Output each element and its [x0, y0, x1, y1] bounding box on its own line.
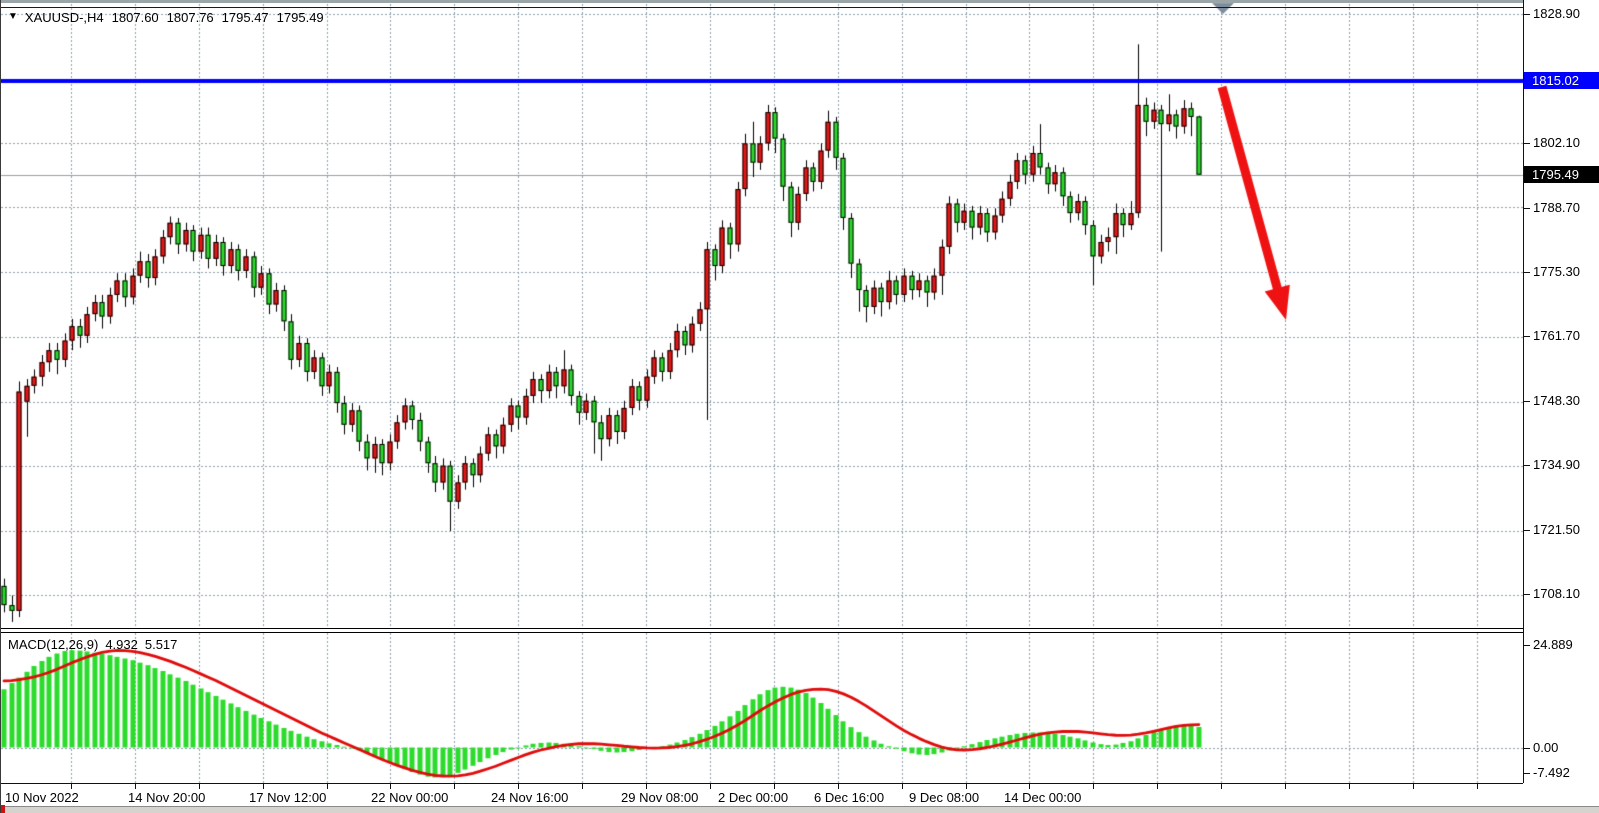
time-axis-tick: [646, 784, 647, 789]
symbol-period-label: XAUUSD-,H4: [24, 9, 104, 25]
price-axis-tick: [1524, 645, 1530, 646]
price-axis-label: 0.00: [1533, 740, 1559, 755]
price-axis-tick: [1524, 594, 1530, 595]
macd-main-value: 4.932: [105, 637, 138, 652]
price-axis-tick: [1524, 465, 1530, 466]
time-axis-tick: [774, 784, 775, 789]
time-axis[interactable]: 10 Nov 2022 14 Nov 20:00 17 Nov 12:00 22 No…: [1, 783, 1523, 806]
resistance-price-label: 1815.02: [1524, 72, 1599, 89]
price-axis-label: 24.889: [1533, 637, 1573, 652]
time-axis-tick: [1029, 784, 1030, 789]
bottom-left-marker: [1, 805, 5, 813]
window-bottom-frame: [1, 806, 1599, 813]
price-axis-tick: [1524, 208, 1530, 209]
time-axis-tick: [966, 784, 967, 789]
price-axis-tick: [1524, 748, 1530, 749]
time-axis-label: 10 Nov 2022: [5, 790, 79, 805]
macd-indicator-canvas[interactable]: [1, 633, 1523, 783]
time-axis-tick: [582, 784, 583, 789]
price-axis-label: 1748.30: [1533, 393, 1580, 408]
time-axis-tick: [518, 784, 519, 789]
time-axis-label: 24 Nov 16:00: [491, 790, 569, 805]
price-axis-tick: [1524, 401, 1530, 402]
price-axis-label: 1828.90: [1533, 6, 1580, 21]
time-axis-tick: [71, 784, 72, 789]
time-axis-tick: [1477, 784, 1478, 789]
time-axis-label: 17 Nov 12:00: [249, 790, 327, 805]
price-axis-label: 1761.70: [1533, 328, 1580, 343]
time-axis-tick: [263, 784, 264, 789]
time-axis-tick: [838, 784, 839, 789]
pane-resize-separator[interactable]: [1, 628, 1523, 633]
chart-top-border: [1, 7, 1599, 8]
time-axis-label: 29 Nov 08:00: [621, 790, 699, 805]
macd-indicator-label: MACD(12,26,9) 4.932 5.517: [8, 637, 177, 652]
bid-price-label: 1795.49: [1524, 166, 1599, 183]
time-axis-tick: [135, 784, 136, 789]
time-axis-tick: [454, 784, 455, 789]
time-axis-tick: [710, 784, 711, 789]
window-top-frame: [1, 0, 1599, 3]
price-axis-tick: [1524, 143, 1530, 144]
price-axis-label: 1721.50: [1533, 522, 1580, 537]
macd-name: MACD(12,26,9): [8, 637, 99, 652]
time-axis-tick: [1093, 784, 1094, 789]
close-value: 1795.49: [276, 9, 324, 25]
low-value: 1795.47: [221, 9, 269, 25]
price-axis-label: 1775.30: [1533, 264, 1580, 279]
symbol-dropdown-icon[interactable]: ▼: [8, 11, 18, 22]
price-axis[interactable]: 1828.90 1815.02 1802.10 1795.49 1788.70 1775.…: [1523, 0, 1599, 783]
time-axis-tick: [1285, 784, 1286, 789]
price-axis-tick: [1524, 14, 1530, 15]
price-chart-canvas[interactable]: [1, 0, 1523, 628]
price-axis-tick: [1524, 272, 1530, 273]
chart-ohlc-header: ▼ XAUUSD-,H4 1807.60 1807.76 1795.47 179…: [8, 9, 324, 25]
price-axis-label: 1734.90: [1533, 457, 1580, 472]
time-axis-tick: [1157, 784, 1158, 789]
time-axis-label: 14 Dec 00:00: [1004, 790, 1082, 805]
macd-signal-value: 5.517: [144, 637, 178, 652]
price-axis-label: 1802.10: [1533, 135, 1580, 150]
time-axis-tick: [1221, 784, 1222, 789]
price-axis-label: 1788.70: [1533, 200, 1580, 215]
time-axis-label: 6 Dec 16:00: [814, 790, 885, 805]
time-axis-label: 14 Nov 20:00: [128, 790, 206, 805]
time-axis-label: 9 Dec 08:00: [909, 790, 980, 805]
price-axis-label: 1708.10: [1533, 586, 1580, 601]
time-axis-tick: [327, 784, 328, 789]
time-axis-tick: [1413, 784, 1414, 789]
time-axis-label: 22 Nov 00:00: [371, 790, 449, 805]
time-axis-tick: [390, 784, 391, 789]
price-axis-label: -7.492: [1533, 765, 1570, 780]
time-axis-tick: [199, 784, 200, 789]
open-value: 1807.60: [111, 9, 159, 25]
time-axis-tick: [902, 784, 903, 789]
time-axis-label: 2 Dec 00:00: [718, 790, 789, 805]
time-axis-tick: [1349, 784, 1350, 789]
high-value: 1807.76: [166, 9, 214, 25]
price-axis-tick: [1524, 773, 1530, 774]
price-axis-tick: [1524, 336, 1530, 337]
price-axis-tick: [1524, 530, 1530, 531]
